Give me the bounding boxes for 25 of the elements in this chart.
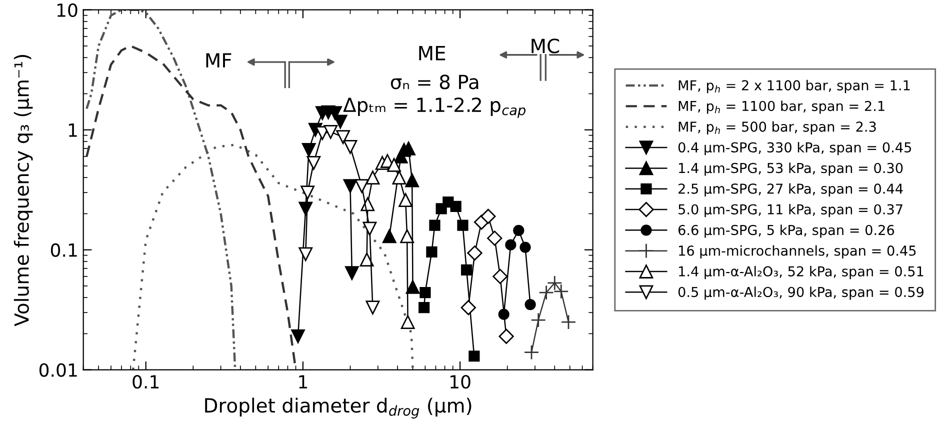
x-axis-title: Droplet diameter d$_{drog}$ (µm): [205, 398, 472, 418]
legend-label: 1.4 µm-α-Al₂O₃, 52 kPa, span = 0.51: [679, 266, 924, 280]
legend-label: 0.4 µm-SPG, 330 kPa, span = 0.45: [678, 142, 912, 156]
legend-label: 5.0 µm-SPG, 11 kPa, span = 0.37: [678, 204, 902, 218]
y-tick-label: 10: [57, 3, 78, 17]
x-tick-label: 0.1: [132, 374, 159, 389]
legend-label: MF, p$_{h}$ = 500 bar, span = 2.3: [678, 121, 876, 134]
y-tick-label: 1: [68, 124, 77, 137]
legend-label: MF, p$_{h}$ = 1100 bar, span = 2.1: [678, 100, 884, 114]
x-tick-label: 1: [299, 375, 308, 388]
legend-label: 1.4 µm-SPG, 53 kPa, span = 0.30: [679, 162, 903, 176]
annotation: ME: [419, 46, 446, 60]
legend-label: 6.6 µm-SPG, 5 kPa, span = 0.26: [678, 224, 894, 238]
annotation: MF: [206, 53, 232, 68]
legend-label: 2.5 µm-SPG, 27 kPa, span = 0.44: [678, 183, 903, 196]
legend-label: MF, p$_{h}$ = 2 x 1100 bar, span = 1.1: [678, 80, 910, 94]
y-tick-label: 0.01: [39, 363, 77, 377]
legend-label: 0.5 µm-α-Al₂O₃, 90 kPa, span = 0.59: [678, 286, 924, 300]
y-tick-label: 0.1: [50, 243, 77, 257]
y-axis-title: Volume frequency q₃ (µm⁻¹): [14, 54, 33, 326]
annotation: σₙ = 8 Pa: [390, 74, 478, 90]
x-tick-label: 10: [450, 374, 470, 389]
annotation: MC: [532, 38, 560, 54]
annotation: Δpₜₘ = 1.1-2.2 p$_{cap}$: [343, 97, 526, 118]
legend-label: 16 µm-microchannels, span = 0.45: [679, 245, 916, 258]
